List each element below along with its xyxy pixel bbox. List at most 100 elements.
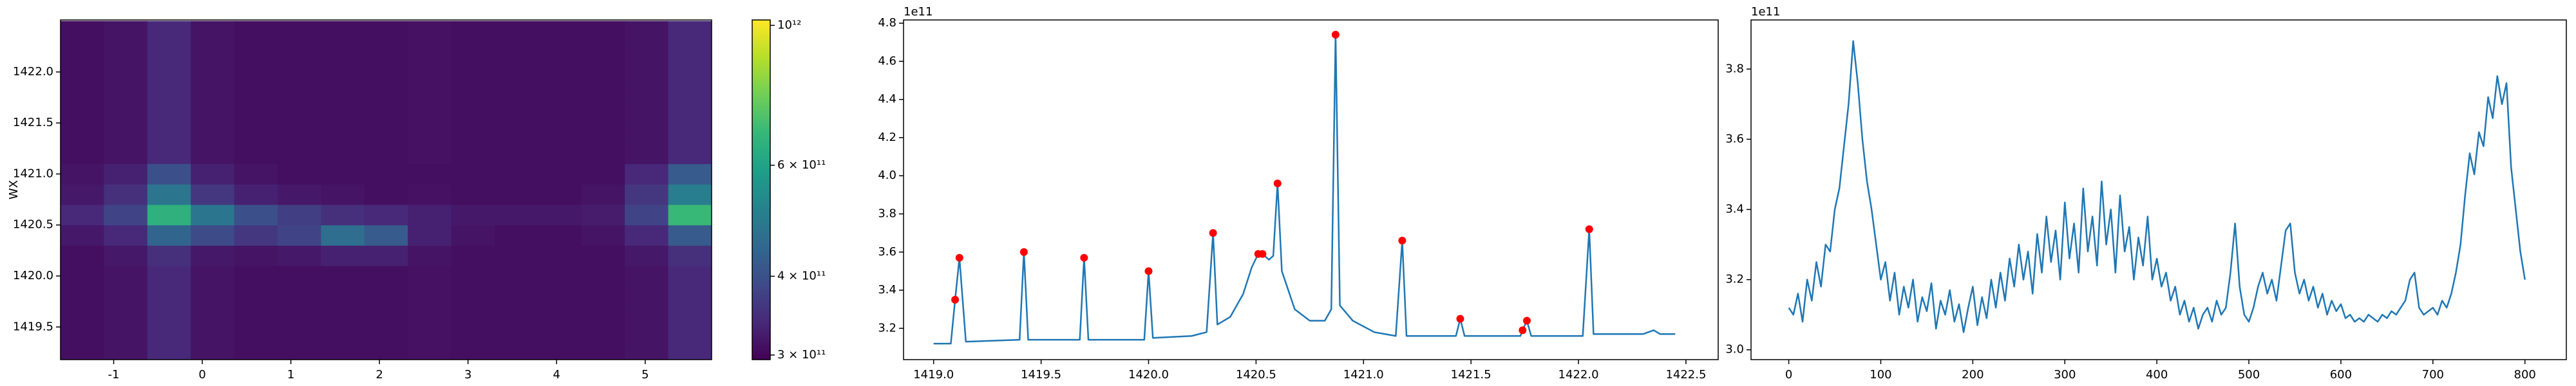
axes-frame [60,19,712,360]
colorbar-slice [752,261,770,264]
heatmap-cell [668,347,712,360]
colorbar-slice [752,99,770,103]
heatmap-cell [104,286,148,308]
heatmap-cell [625,225,669,246]
heatmap-cell [278,21,321,42]
heatmap-cell [538,184,582,205]
y-tick-label: 1422.0 [13,65,53,78]
colorbar-tick-label: 6 × 10¹¹ [777,158,826,172]
heatmap-cell [321,204,365,226]
heatmap-cell [61,62,104,83]
heatmap-cell [61,163,104,185]
y-tick-label: 3.4 [878,283,896,297]
heatmap-cell [191,163,235,185]
x-tick-label: 1422.5 [1665,368,1706,381]
heatmap-cell [451,21,495,42]
heatmap-cell [495,306,538,327]
colorbar-slice [752,215,770,219]
heatmap-cell [278,102,321,124]
heatmap-cell [104,306,148,327]
x-tick-label: 0 [1785,368,1792,381]
heatmap-cell [191,225,235,246]
heatmap-cell [495,184,538,205]
y-tick-label: 1421.5 [13,116,53,129]
heatmap-cell [668,62,712,83]
heatmap-cell [408,82,452,103]
heatmap-cell [581,102,625,124]
x-tick-label: 1421.0 [1343,368,1384,381]
colorbar-slice [752,342,770,346]
heatmap-cell [278,286,321,308]
heatmap-cell [451,102,495,124]
heatmap-cell [321,163,365,185]
colorbar-slice [752,167,770,170]
heatmap-cell [581,266,625,287]
heatmap-cell [625,143,669,165]
heatmap-cell [408,286,452,308]
colorbar-slice [752,37,770,41]
colorbar-slice [752,354,770,358]
colorbar-slice [752,328,770,332]
colorbar-slice [752,87,770,91]
x-tick-label: 100 [1870,368,1891,381]
colorbar-slice [752,314,770,318]
colorbar-slice [752,300,770,304]
heatmap-cell [538,62,582,83]
heatmap-cell [408,102,452,124]
heatmap-cell [364,245,408,266]
peak-marker [1456,315,1464,323]
colorbar-slice [752,209,770,213]
colorbar-slice [752,170,770,174]
x-tick-label: 700 [2422,368,2444,381]
heatmap-cell [278,347,321,360]
x-tick-label: 1422.0 [1558,368,1599,381]
colorbar-slice [752,20,770,23]
heatmap-cell [451,347,495,360]
heatmap-cell [191,347,235,360]
colorbar-slice [752,142,770,145]
heatmap-cell [364,143,408,165]
heatmap-cell [625,163,669,185]
heatmap-cell [364,123,408,144]
peak-marker [1519,326,1527,335]
heatmap-cell [408,327,452,348]
heatmap-cell [191,184,235,205]
colorbar-tick-label: 4 × 10¹¹ [777,269,826,282]
colorbar-slice [752,73,770,77]
heatmap-cell [668,327,712,348]
colorbar-slice [752,269,770,273]
heatmap-cell [495,62,538,83]
heatmap-cell [147,123,191,144]
heatmap-cell [364,286,408,308]
heatmap-cell [278,245,321,266]
heatmap-cell [278,306,321,327]
heatmap-cell [581,62,625,83]
colorbar-slice [752,317,770,320]
heatmap-cell [538,306,582,327]
colorbar-slice [752,283,770,287]
peak-marker [1273,179,1282,188]
heatmap-cell [234,306,278,327]
heatmap-cell [581,163,625,185]
heatmap-cell [625,41,669,62]
colorbar-slice [752,31,770,35]
colorbar-slice [752,289,770,292]
y-tick-label: 4.6 [878,54,896,68]
heatmap-cell [104,245,148,266]
y-tick-label: 1420.5 [13,218,53,232]
heatmap-cell [321,327,365,348]
heatmap-cell [147,41,191,62]
heatmap-cell [625,347,669,360]
heatmap-cell [625,62,669,83]
heatmap-cell [581,245,625,266]
heatmap-cell [278,41,321,62]
heatmap-cell [147,327,191,348]
heatmap-cell [451,184,495,205]
heatmap-cell [61,225,104,246]
heatmap-cell [321,62,365,83]
colorbar-slice [752,345,770,349]
heatmap-cell [495,102,538,124]
y-offset-label: 1e11 [1751,5,1780,19]
heatmap-cell [147,204,191,226]
heatmap-cell [495,245,538,266]
